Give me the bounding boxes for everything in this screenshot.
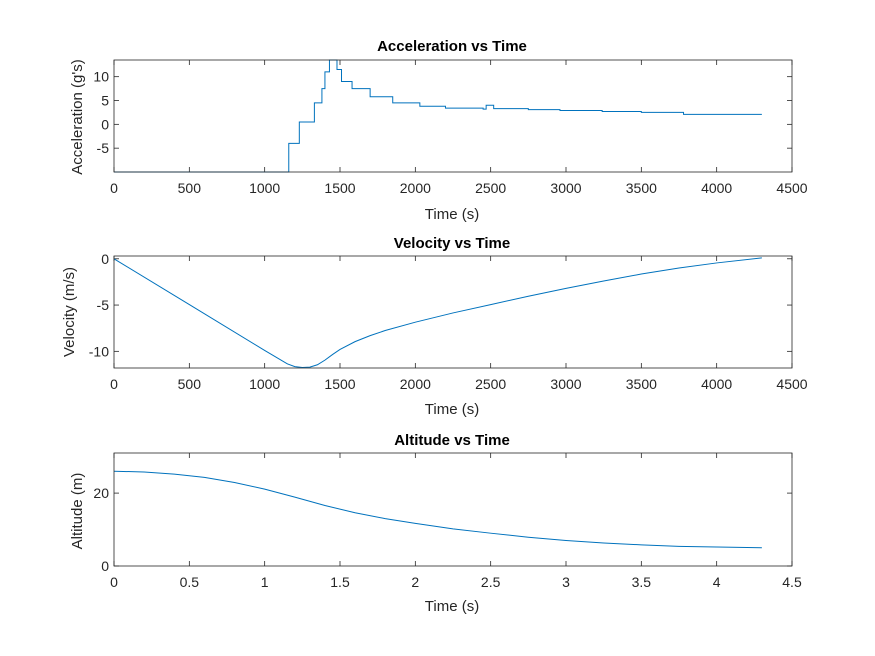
altitude-title: Altitude vs Time	[394, 432, 510, 449]
velocity-ytick-label: 0	[101, 251, 109, 267]
altitude-ytick-label: 0	[101, 558, 109, 574]
velocity-series-line	[113, 257, 762, 369]
altitude-xtick-label: 2.5	[481, 574, 501, 590]
altitude-subplot: Altitude vs Time Time (s) Altitude (m) 0…	[69, 432, 802, 615]
velocity-xtick-label: 0	[110, 376, 118, 392]
acceleration-xtick-label: 4000	[701, 180, 732, 196]
velocity-xtick-label: 4500	[776, 376, 807, 392]
altitude-axes-box	[113, 452, 793, 567]
altitude-xtick-label: 0	[110, 574, 118, 590]
velocity-xtick-label: 2000	[400, 376, 431, 392]
altitude-ytick-label: 20	[93, 485, 109, 501]
altitude-xtick-label: 2	[411, 574, 419, 590]
acceleration-xtick-label: 2000	[400, 180, 431, 196]
velocity-xlabel: Time (s)	[425, 401, 479, 418]
acceleration-series-line	[114, 59, 762, 173]
altitude-xtick-label: 3	[562, 574, 570, 590]
acceleration-xtick-label: 1500	[324, 180, 355, 196]
velocity-axes-box	[113, 255, 793, 369]
velocity-title: Velocity vs Time	[394, 235, 510, 252]
acceleration-ytick-label: 5	[101, 93, 109, 109]
acceleration-xtick-label: 500	[178, 180, 202, 196]
altitude-ylabel: Altitude (m)	[69, 473, 86, 550]
acceleration-xlabel: Time (s)	[425, 206, 479, 223]
velocity-ylabel: Velocity (m/s)	[61, 267, 78, 357]
acceleration-xtick-label: 1000	[249, 180, 280, 196]
acceleration-xtick-label: 0	[110, 180, 118, 196]
altitude-ticks: 0 0.5 1 1.5 2 2.5 3 3.5 4 4.5 0 20	[93, 453, 802, 590]
acceleration-xtick-label: 4500	[776, 180, 807, 196]
altitude-xtick-label: 4.5	[782, 574, 802, 590]
acceleration-xtick-label: 3000	[550, 180, 581, 196]
velocity-xtick-label: 3500	[626, 376, 657, 392]
velocity-xtick-label: 1000	[249, 376, 280, 392]
altitude-xtick-label: 4	[713, 574, 721, 590]
acceleration-ytick-label: -5	[97, 140, 110, 156]
altitude-xtick-label: 3.5	[632, 574, 652, 590]
velocity-xtick-label: 500	[178, 376, 202, 392]
acceleration-xtick-label: 2500	[475, 180, 506, 196]
velocity-ticks: 0 500 1000 1500 2000 2500 3000 3500 4000 4500 -10 -…	[89, 251, 808, 392]
acceleration-ylabel: Acceleration (g's)	[69, 59, 86, 174]
acceleration-title: Acceleration vs Time	[377, 38, 527, 55]
velocity-xtick-label: 3000	[550, 376, 581, 392]
altitude-xtick-label: 1	[261, 574, 269, 590]
acceleration-axes-box	[113, 59, 793, 173]
velocity-xtick-label: 4000	[701, 376, 732, 392]
altitude-xtick-label: 0.5	[180, 574, 200, 590]
altitude-xtick-label: 1.5	[330, 574, 350, 590]
velocity-subplot: Velocity vs Time Time (s) Velocity (m/s)…	[61, 235, 808, 418]
velocity-ytick-label: -10	[89, 343, 109, 359]
acceleration-ytick-label: 0	[101, 116, 109, 132]
velocity-xtick-label: 2500	[475, 376, 506, 392]
velocity-ytick-label: -5	[97, 297, 110, 313]
velocity-xtick-label: 1500	[324, 376, 355, 392]
acceleration-ticks: 0 500 1000 1500 2000 2500 3000 3500 4000 4500 -5 0 5…	[93, 60, 808, 196]
acceleration-xtick-label: 3500	[626, 180, 657, 196]
altitude-xlabel: Time (s)	[425, 598, 479, 615]
acceleration-subplot: Acceleration vs Time Time (s) Accelerati…	[69, 38, 808, 223]
altitude-series-line	[113, 470, 762, 549]
acceleration-ytick-label: 10	[93, 69, 109, 85]
